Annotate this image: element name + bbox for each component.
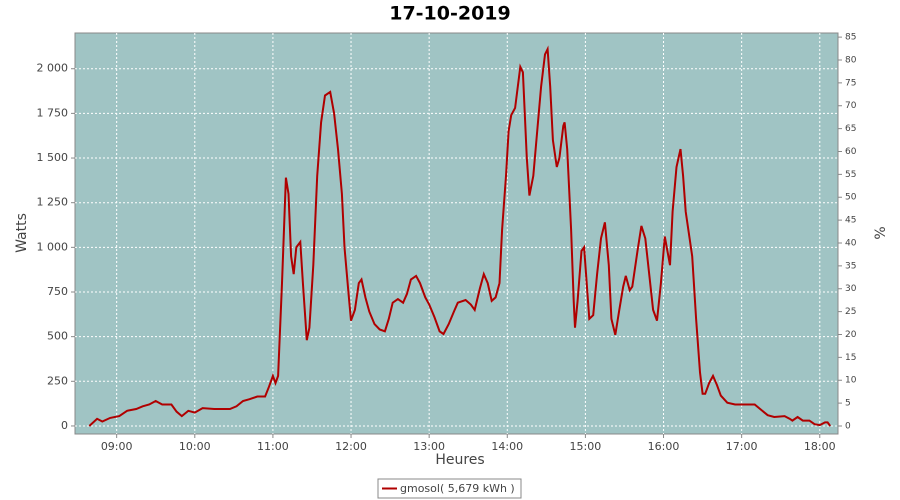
x-tick-label: 17:00 [726, 440, 758, 453]
x-tick-label: 09:00 [101, 440, 133, 453]
data-line [88, 45, 832, 427]
y2-tick-label: 50 [845, 193, 857, 203]
x-tick-label: 15:00 [570, 440, 602, 453]
y2-tick-label: 5 [845, 399, 851, 409]
x-tick-label: 10:00 [179, 440, 211, 453]
y2-tick-label: 65 [845, 124, 856, 134]
x-tick-label: 12:00 [335, 440, 367, 453]
y2-tick-label: 80 [845, 55, 857, 65]
y2-tick-label: 30 [845, 284, 857, 294]
x-tick-label: 14:00 [491, 440, 523, 453]
y-tick-label: 1 750 [37, 106, 69, 119]
y-tick-label: 1 500 [37, 151, 69, 164]
y2-tick-label: 35 [845, 261, 856, 271]
y2-axis-label: % [873, 226, 889, 239]
legend-box [377, 478, 522, 499]
y2-tick-label: 25 [845, 307, 856, 317]
y2-tick-label: 55 [845, 170, 856, 180]
y-tick-label: 1 000 [37, 240, 69, 253]
y2-tick-label: 85 [845, 33, 856, 43]
y2-tick-label: 10 [845, 376, 857, 386]
x-tick-label: 16:00 [648, 440, 680, 453]
y-tick-label: 500 [47, 330, 68, 343]
y-tick-label: 0 [61, 419, 68, 432]
y-tick-label: 2 000 [37, 62, 69, 75]
y2-tick-label: 45 [845, 216, 856, 226]
y-tick-label: 1 250 [37, 196, 69, 209]
x-axis-label: Heures [435, 452, 484, 468]
y2-tick-label: 20 [845, 330, 857, 340]
y2-tick-label: 75 [845, 78, 856, 88]
plot-area [74, 32, 839, 435]
y-tick-label: 250 [47, 374, 68, 387]
x-tick-label: 13:00 [413, 440, 445, 453]
y2-tick-label: 0 [845, 421, 851, 431]
y-axis-label: Watts [14, 213, 30, 253]
y-tick-label: 750 [47, 285, 68, 298]
y2-tick-label: 40 [845, 238, 857, 248]
y2-tick-label: 70 [845, 101, 857, 111]
legend-label: gmosol( 5,679 kWh ) [400, 482, 515, 495]
chart-title: 17-10-2019 [389, 3, 511, 25]
x-tick-label: 11:00 [257, 440, 289, 453]
x-tick-label: 18:00 [804, 440, 836, 453]
y2-tick-label: 60 [845, 147, 857, 157]
y2-tick-label: 15 [845, 353, 856, 363]
